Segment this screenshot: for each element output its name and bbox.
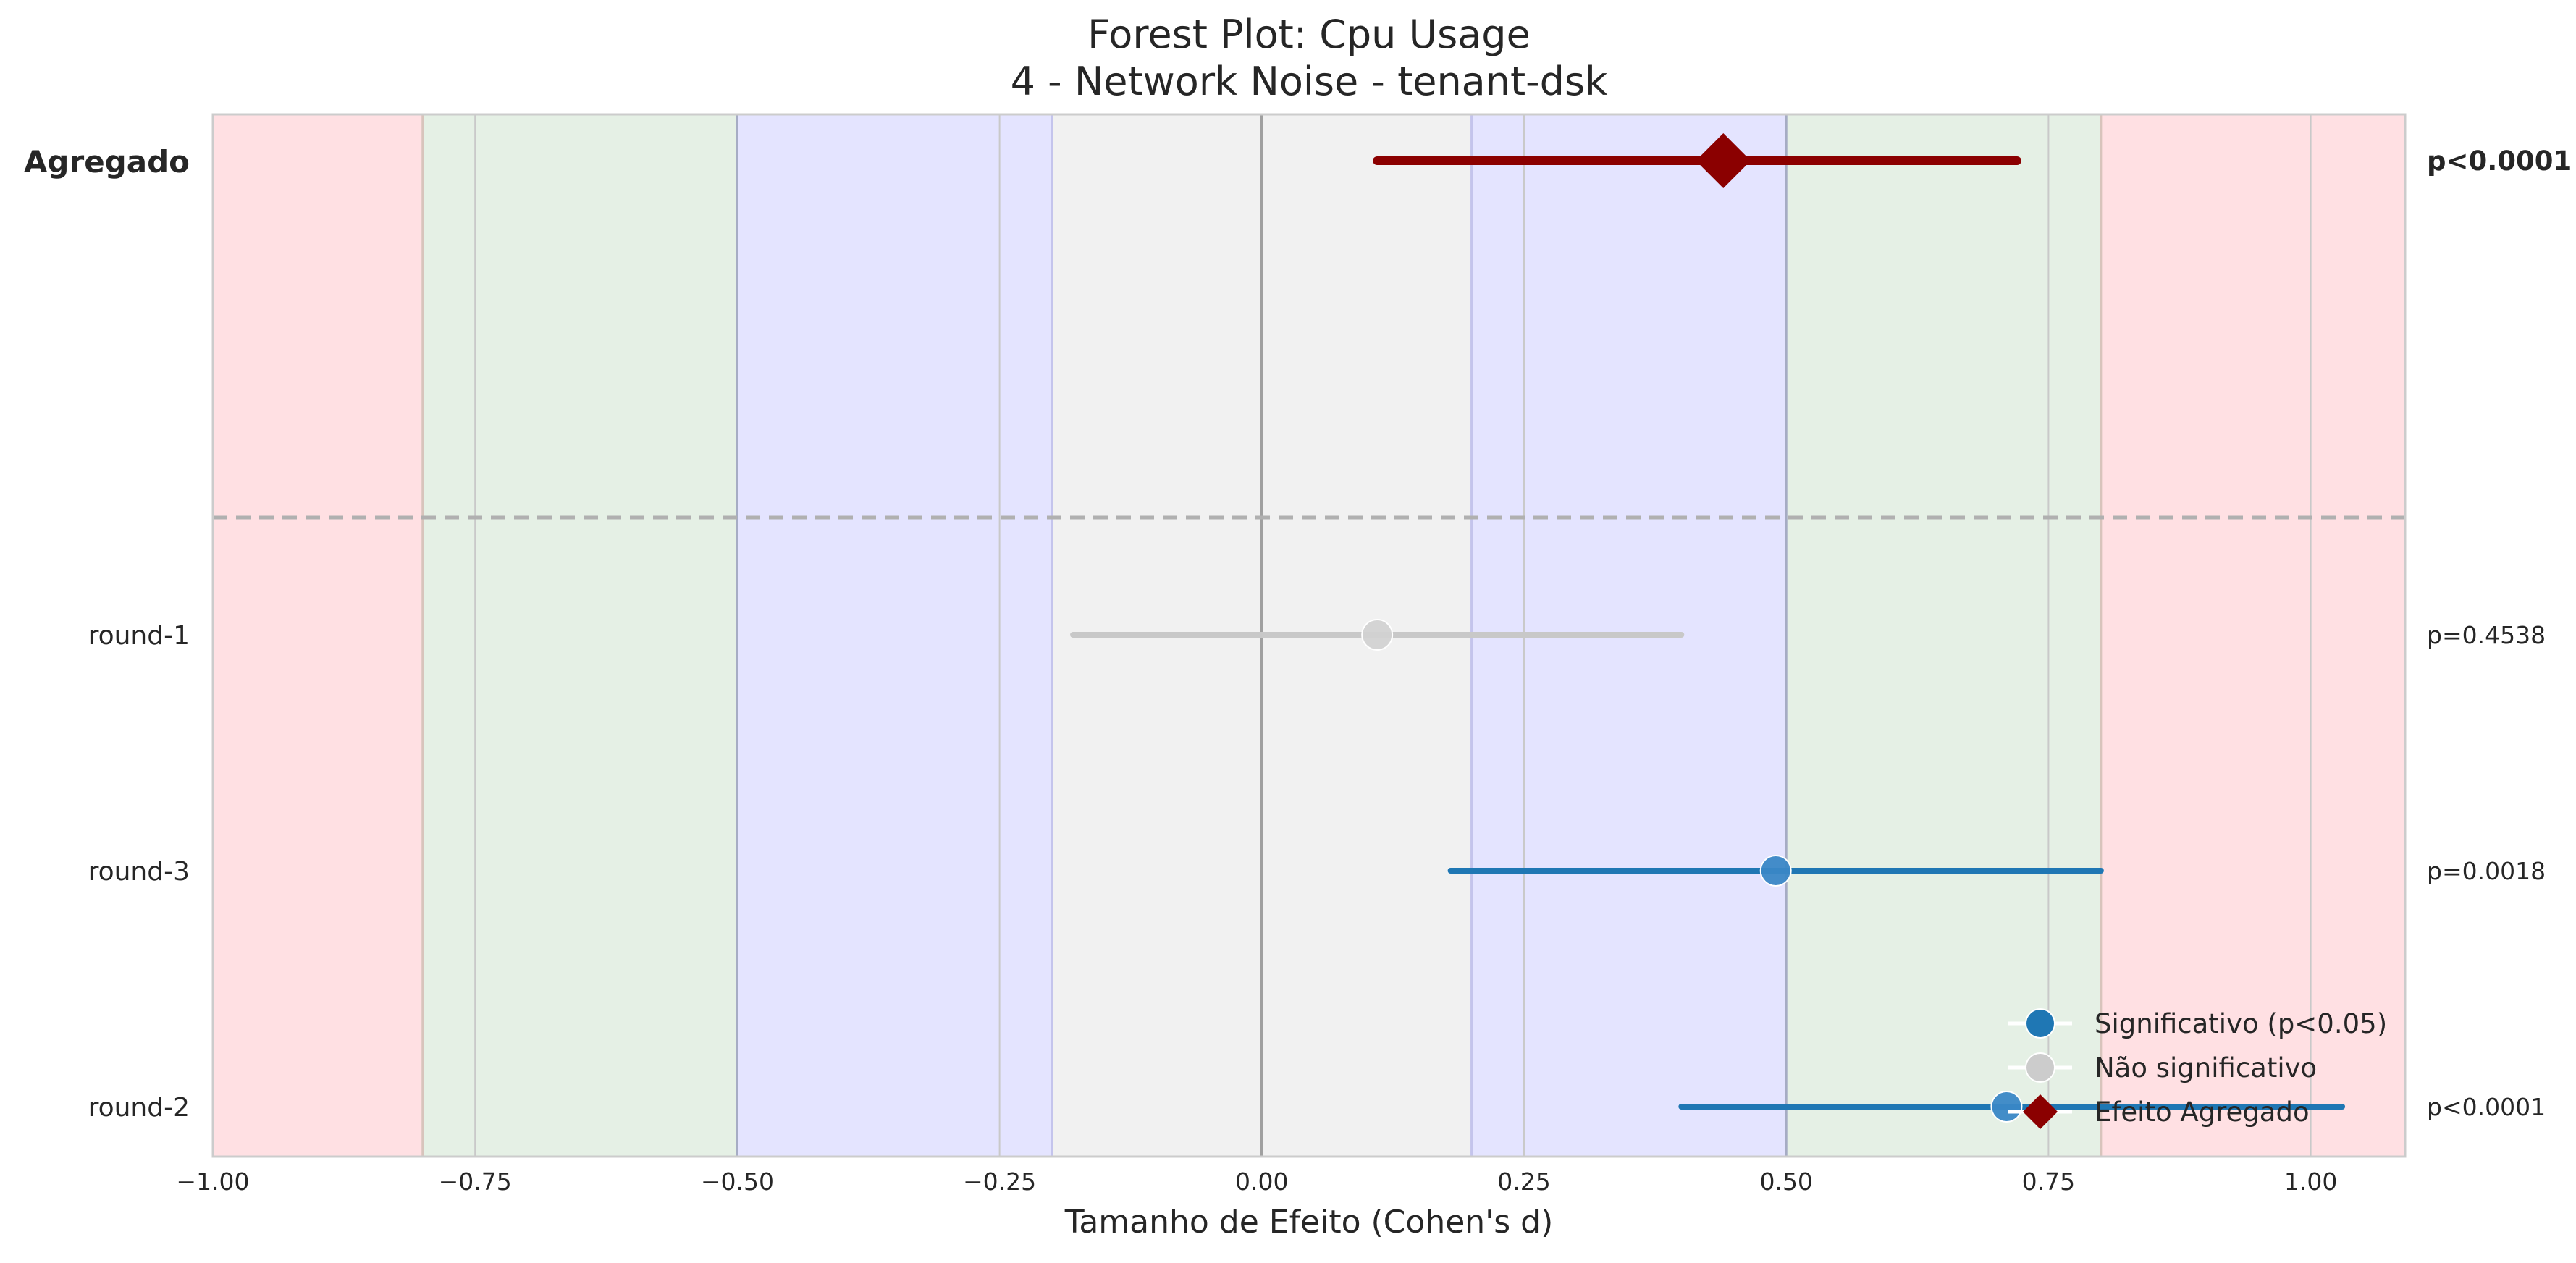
study-row-label-round-2: round-2 [88, 1093, 190, 1123]
x-tick-label-4: 0.00 [1235, 1167, 1288, 1196]
effect-band-0 [213, 114, 423, 1157]
x-tick-label-2: −0.50 [701, 1167, 774, 1196]
study-p-value-round-1: p=0.4538 [2427, 621, 2546, 649]
legend-label-1: Não significativo [2095, 1052, 2317, 1084]
x-tick-label-1: −0.75 [439, 1167, 512, 1196]
aggregate-p-value: p<0.0001 [2427, 145, 2572, 177]
study-p-value-round-2: p<0.0001 [2427, 1093, 2546, 1121]
legend-label-0: Significativo (p<0.05) [2095, 1008, 2387, 1039]
plot-frame [211, 113, 2407, 1158]
effect-band-2 [737, 114, 1053, 1157]
x-tick-label-6: 0.50 [1759, 1167, 1812, 1196]
legend-marker-0 [2025, 1008, 2055, 1039]
effect-band-5 [1786, 114, 2101, 1157]
x-tick-label-7: 0.75 [2022, 1167, 2075, 1196]
x-tick-label-8: 1.00 [2284, 1167, 2337, 1196]
study-row-label-round-3: round-3 [88, 857, 190, 887]
aggregate-row-label: Agregado [24, 144, 190, 179]
study-point-round-3 [1759, 855, 1792, 887]
x-tick-label-5: 0.25 [1497, 1167, 1550, 1196]
x-tick-label-0: −1.00 [176, 1167, 249, 1196]
study-p-value-round-3: p=0.0018 [2427, 857, 2546, 885]
chart-subtitle: 4 - Network Noise - tenant-dsk [1011, 59, 1608, 104]
x-axis-label: Tamanho de Efeito (Cohen's d) [1064, 1204, 1554, 1241]
legend-marker-1 [2025, 1052, 2055, 1083]
chart-title: Forest Plot: Cpu Usage [1087, 12, 1531, 57]
legend-marker-2 [2023, 1094, 2058, 1129]
effect-band-6 [2100, 114, 2405, 1157]
plot-area [213, 114, 2405, 1157]
aggregate-diamond [1696, 133, 1751, 188]
effect-band-1 [422, 114, 738, 1157]
study-point-round-1 [1361, 619, 1394, 651]
study-row-label-round-1: round-1 [88, 621, 190, 651]
legend: Significativo (p<0.05) Não significativo E… [2008, 1008, 2387, 1129]
legend-label-2: Efeito Agregado [2095, 1097, 2310, 1128]
study-point-round-2 [1990, 1091, 2023, 1123]
x-tick-label-3: −0.25 [963, 1167, 1036, 1196]
